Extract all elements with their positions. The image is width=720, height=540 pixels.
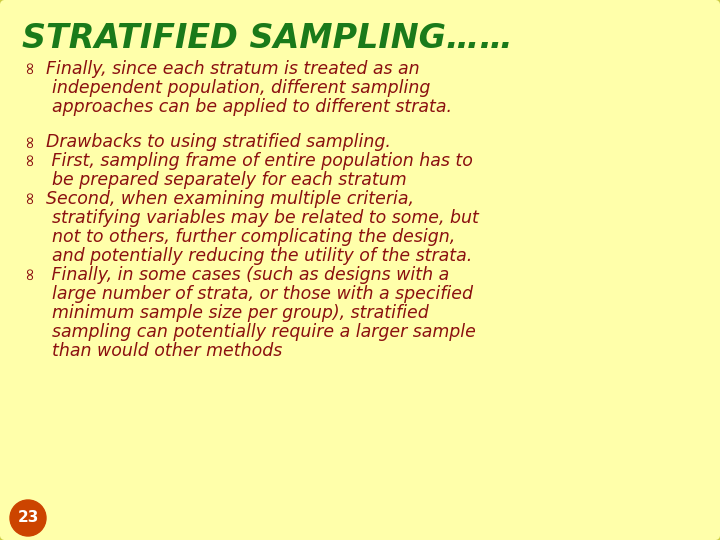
Text: Finally, since each stratum is treated as an: Finally, since each stratum is treated a… [46,60,420,78]
Text: sampling can potentially require a larger sample: sampling can potentially require a large… [52,323,476,341]
Text: STRATIFIED SAMPLING……: STRATIFIED SAMPLING…… [22,22,513,55]
Text: minimum sample size per group), stratified: minimum sample size per group), stratifi… [52,304,428,322]
Circle shape [10,500,46,536]
Text: ∞: ∞ [20,133,38,147]
Text: First, sampling frame of entire population has to: First, sampling frame of entire populati… [46,152,473,170]
Text: Finally, in some cases (such as designs with a: Finally, in some cases (such as designs … [46,266,449,284]
Text: than would other methods: than would other methods [52,342,282,360]
Text: approaches can be applied to different strata.: approaches can be applied to different s… [52,98,452,116]
Text: not to others, further complicating the design,: not to others, further complicating the … [52,228,455,246]
Text: ∞: ∞ [20,190,38,205]
Text: stratifying variables may be related to some, but: stratifying variables may be related to … [52,209,479,227]
Text: and potentially reducing the utility of the strata.: and potentially reducing the utility of … [52,247,472,265]
Text: ∞: ∞ [20,152,38,166]
Text: Second, when examining multiple criteria,: Second, when examining multiple criteria… [46,190,414,208]
Text: be prepared separately for each stratum: be prepared separately for each stratum [52,171,407,189]
Text: large number of strata, or those with a specified: large number of strata, or those with a … [52,285,473,303]
Text: 23: 23 [17,510,39,525]
Text: independent population, different sampling: independent population, different sampli… [52,79,431,97]
Text: ∞: ∞ [20,266,38,280]
Text: ∞: ∞ [20,60,38,75]
Text: Drawbacks to using stratified sampling.: Drawbacks to using stratified sampling. [46,133,391,151]
